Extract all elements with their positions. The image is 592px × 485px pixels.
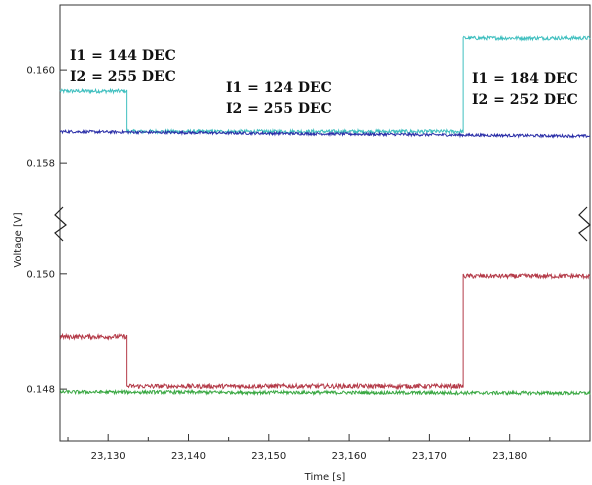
annotation-right-line-2: I2 = 252 DEC (472, 92, 578, 108)
y-tick-label: 0.158 (26, 159, 55, 170)
y-tick-label: 0.148 (26, 385, 55, 396)
axis-ticks: 23,130 23,140 23,150 23,160 23,170 23,180 0.15… (26, 66, 551, 462)
axis-break-right (578, 206, 591, 242)
annotation-left-line-2: I2 = 255 DEC (70, 69, 176, 85)
annotation-right: I1 = 184 DEC I2 = 252 DEC (472, 71, 578, 108)
x-tick-label: 23,170 (412, 451, 447, 462)
series-line-2 (59, 128, 591, 139)
series-line-3 (59, 271, 591, 391)
annotation-middle-line-1: I1 = 124 DEC (226, 80, 332, 96)
x-tick-label: 23,130 (91, 451, 126, 462)
annotation-left-line-1: I1 = 144 DEC (70, 48, 176, 64)
x-tick-label: 23,140 (171, 451, 206, 462)
y-tick-label: 0.150 (26, 269, 55, 280)
series-layer (59, 34, 591, 397)
annotation-right-line-1: I1 = 184 DEC (472, 71, 578, 87)
series-line-4 (59, 388, 591, 397)
annotation-middle: I1 = 124 DEC I2 = 255 DEC (226, 80, 332, 117)
x-tick-label: 23,150 (251, 451, 286, 462)
plot-frame (59, 4, 591, 442)
annotation-middle-line-2: I2 = 255 DEC (226, 101, 332, 117)
x-tick-label: 23,160 (332, 451, 367, 462)
annotation-left: I1 = 144 DEC I2 = 255 DEC (70, 48, 176, 85)
axis-break-left (54, 206, 67, 242)
y-axis-title: Voltage [V] (13, 212, 24, 267)
x-tick-label: 23,180 (492, 451, 527, 462)
y-tick-label: 0.160 (26, 66, 55, 77)
x-axis-title: Time [s] (304, 472, 346, 483)
